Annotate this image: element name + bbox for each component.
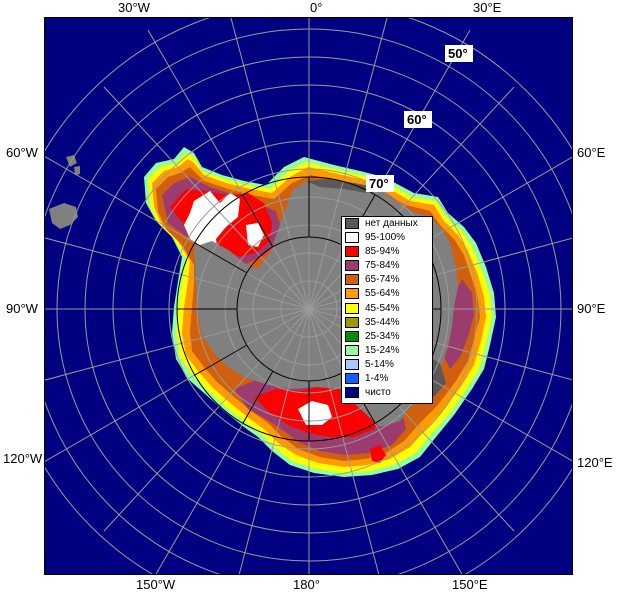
- lon-label-60w: 60°W: [6, 145, 38, 160]
- legend-swatch: [345, 358, 359, 370]
- legend-row: 5-14%: [342, 358, 432, 372]
- legend-row: 25-34%: [342, 330, 432, 344]
- legend-swatch: [345, 232, 359, 244]
- legend-label: 1-4%: [365, 373, 389, 385]
- map-svg: 50° 60° 70°: [44, 17, 573, 575]
- lon-label-120w: 120°W: [3, 451, 43, 466]
- legend-row: 95-100%: [342, 231, 432, 245]
- ice-zone-85-94-patch: [370, 445, 386, 463]
- legend-row: 75-84%: [342, 259, 432, 273]
- antarctica-nodata-edge: [306, 179, 374, 193]
- map-border: [44, 17, 573, 575]
- lon-label-90e: 90°E: [577, 301, 606, 316]
- lon-label-60e: 60°E: [577, 145, 606, 160]
- legend-swatch: [345, 373, 359, 385]
- legend-row: нет данных: [342, 217, 432, 231]
- island-land: [74, 166, 80, 175]
- lon-label-120e: 120°E: [577, 455, 613, 470]
- legend-label: 35-44%: [365, 316, 400, 328]
- lat-label-60: 60°: [404, 111, 432, 128]
- legend-swatch: [345, 288, 359, 300]
- legend-swatch: [345, 344, 359, 356]
- legend-swatch: [345, 260, 359, 272]
- legend-label: нет данных: [365, 218, 418, 229]
- legend-swatch: [345, 316, 359, 328]
- lat-label-50: 50°: [445, 45, 473, 62]
- legend-label: 15-24%: [365, 344, 400, 356]
- legend-label: чисто: [365, 387, 391, 399]
- legend-row: 15-24%: [342, 344, 432, 358]
- legend-label: 25-34%: [365, 330, 400, 342]
- legend-swatch: [345, 302, 359, 314]
- legend-swatch: [345, 274, 359, 286]
- antarctic-ice-map: 50° 60° 70°: [44, 17, 573, 575]
- legend-row: 1-4%: [342, 372, 432, 386]
- legend-row: 65-74%: [342, 273, 432, 287]
- legend-swatch: [345, 246, 359, 258]
- legend-row: 85-94%: [342, 245, 432, 259]
- legend-label: 55-64%: [365, 288, 400, 300]
- graticule-meridians: [44, 17, 573, 575]
- lon-label-30e: 30°E: [473, 0, 502, 15]
- south-america-land: [49, 203, 78, 229]
- lon-label-150e: 150°E: [452, 577, 488, 592]
- legend-label: 85-94%: [365, 246, 400, 258]
- legend-label: 65-74%: [365, 274, 400, 286]
- legend-label: 75-84%: [365, 260, 400, 272]
- legend-row: 35-44%: [342, 316, 432, 330]
- lat-label-70-text: 70°: [369, 176, 389, 191]
- lon-label-180: 180°: [293, 577, 320, 592]
- legend-row: 45-54%: [342, 302, 432, 316]
- legend-label: 5-14%: [365, 358, 394, 370]
- concentration-legend: нет данных 95-100% 85-94% 75-84% 65-74% 55-64…: [341, 216, 433, 404]
- lat-label-50-text: 50°: [448, 46, 468, 61]
- legend-row: 55-64%: [342, 287, 432, 301]
- lon-label-30w: 30°W: [118, 0, 150, 15]
- ice-zone-95-100-south: [298, 401, 332, 425]
- lat-label-60-text: 60°: [407, 112, 427, 127]
- lat-label-70: 70°: [366, 175, 394, 192]
- legend-label: 95-100%: [365, 232, 406, 244]
- legend-label: 45-54%: [365, 302, 400, 314]
- legend-swatch: [345, 387, 359, 399]
- legend-row: чисто: [342, 386, 432, 400]
- lon-label-90w: 90°W: [6, 301, 38, 316]
- lon-label-0: 0°: [310, 0, 323, 15]
- legend-swatch: [345, 218, 359, 229]
- lon-label-150w: 150°W: [136, 577, 176, 592]
- legend-swatch: [345, 330, 359, 342]
